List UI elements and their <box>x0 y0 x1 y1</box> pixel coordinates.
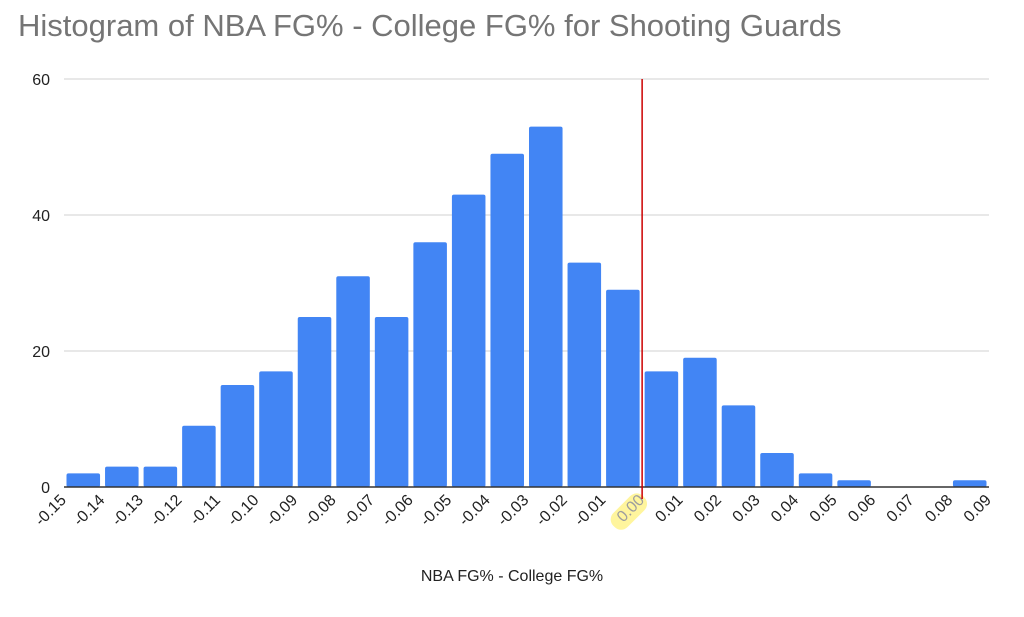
x-tick-label: 0.07 <box>884 492 918 526</box>
x-tick-label: -0.03 <box>495 492 533 530</box>
x-tick-label: -0.08 <box>302 492 340 530</box>
histogram-bar <box>837 480 871 487</box>
x-tick: 0.08 <box>922 492 956 526</box>
y-tick-label: 60 <box>32 72 50 89</box>
histogram-bar <box>259 371 293 487</box>
histogram-bar <box>374 317 409 487</box>
histogram-bar <box>567 262 602 487</box>
x-tick: 0.04 <box>768 492 802 526</box>
x-tick-label: -0.06 <box>379 492 417 530</box>
histogram-bar <box>644 371 679 487</box>
x-tick-label: -0.13 <box>109 492 147 530</box>
x-tick: -0.15 <box>32 492 70 530</box>
x-tick-label: -0.12 <box>148 492 186 530</box>
y-tick-label: 0 <box>41 480 50 497</box>
x-tick-label: -0.15 <box>32 492 70 530</box>
x-tick: -0.13 <box>109 492 147 530</box>
x-tick: 0.00 <box>610 492 648 530</box>
x-tick-label: -0.11 <box>187 492 224 529</box>
histogram-bar <box>606 289 640 487</box>
histogram-bar <box>220 385 255 487</box>
x-tick: -0.03 <box>495 492 533 530</box>
histogram-bar <box>952 480 987 487</box>
x-tick: -0.14 <box>71 492 109 530</box>
x-tick: -0.12 <box>148 492 186 530</box>
x-tick: -0.05 <box>417 492 455 530</box>
histogram-bar <box>529 126 563 487</box>
histogram-bar <box>760 453 794 487</box>
x-tick: 0.05 <box>807 492 841 526</box>
x-axis-ticks: -0.15 -0.14 -0.13 -0.12 -0.11 -0.10 -0.09 -0.08… <box>32 492 995 530</box>
y-tick-label: 20 <box>32 344 50 361</box>
x-tick-label: 0.09 <box>961 492 995 526</box>
histogram-bar <box>182 425 216 487</box>
x-tick: 0.01 <box>652 492 686 526</box>
x-tick-label: 0.06 <box>845 492 879 526</box>
histogram-bar <box>721 405 756 487</box>
x-tick: -0.10 <box>225 492 263 530</box>
histogram-bar <box>143 466 178 487</box>
x-tick: -0.01 <box>572 492 610 530</box>
x-tick-label: -0.01 <box>572 492 610 530</box>
x-tick: -0.04 <box>456 492 494 530</box>
chart-title: Histogram of NBA FG% - College FG% for S… <box>18 8 842 43</box>
x-axis-label: NBA FG% - College FG% <box>420 568 604 585</box>
y-axis-ticks: 0 20 40 60 <box>32 72 50 497</box>
histogram-bar <box>105 466 139 487</box>
x-tick-label: -0.04 <box>456 492 494 530</box>
x-tick: -0.09 <box>263 492 301 530</box>
histogram-bar <box>490 153 524 488</box>
x-tick-label: 0.01 <box>652 492 686 526</box>
x-tick: 0.03 <box>730 492 764 526</box>
x-tick: -0.07 <box>340 492 378 530</box>
x-tick-highlight <box>610 493 648 530</box>
histogram-bar <box>336 276 370 487</box>
x-tick-label: 0.04 <box>768 492 802 526</box>
histogram-bar <box>798 473 833 487</box>
x-tick: 0.06 <box>845 492 879 526</box>
bars <box>66 126 987 488</box>
x-tick: -0.06 <box>379 492 417 530</box>
x-tick-label: -0.09 <box>263 492 301 530</box>
x-tick-label: -0.07 <box>340 492 378 530</box>
histogram-bar <box>683 357 717 487</box>
x-tick-label: -0.10 <box>225 492 263 530</box>
x-tick: -0.08 <box>302 492 340 530</box>
y-tick-label: 40 <box>32 208 50 225</box>
x-tick-label: 0.03 <box>730 492 764 526</box>
x-tick: 0.02 <box>691 492 725 526</box>
x-tick: -0.02 <box>533 492 571 530</box>
x-tick-label: -0.02 <box>533 492 571 530</box>
histogram-bar <box>413 242 447 487</box>
x-tick-label: 0.05 <box>807 492 841 526</box>
x-tick: -0.11 <box>187 492 224 529</box>
x-tick-label: 0.08 <box>922 492 956 526</box>
gridlines <box>64 78 989 352</box>
histogram-bar <box>297 317 332 487</box>
histogram-bar <box>451 194 486 487</box>
x-tick-label: -0.14 <box>71 492 109 530</box>
x-tick-label: -0.05 <box>417 492 455 530</box>
x-tick: 0.07 <box>884 492 918 526</box>
x-tick: 0.09 <box>961 492 995 526</box>
histogram-bar <box>66 473 101 487</box>
x-tick-label: 0.02 <box>691 492 725 526</box>
